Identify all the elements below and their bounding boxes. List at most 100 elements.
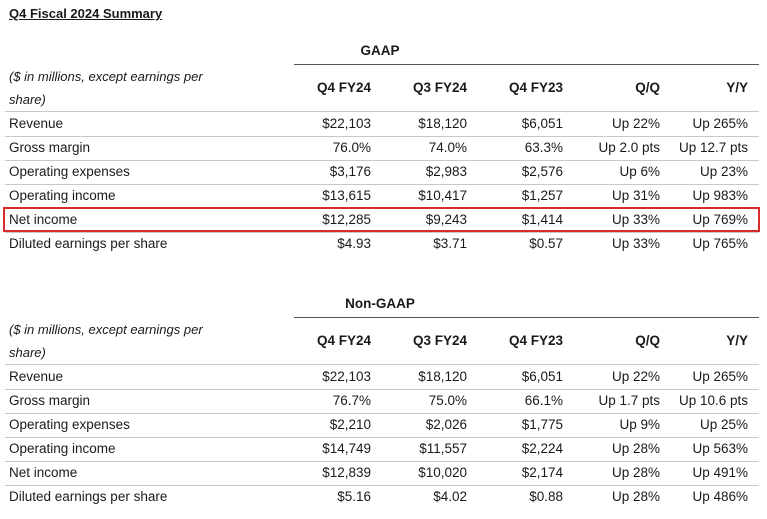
nongaap-row-cell: $1,775 bbox=[521, 417, 563, 432]
nongaap-row-divider bbox=[5, 461, 759, 462]
gaap-col-q3fy24: Q3 FY24 bbox=[412, 80, 467, 95]
nongaap-row-cell: Up 491% bbox=[692, 465, 748, 480]
gaap-row-cell: Up 6% bbox=[619, 164, 660, 179]
gaap-row-label: Net income bbox=[9, 212, 78, 227]
nongaap-row-label: Net income bbox=[9, 465, 78, 480]
gaap-row-cell: $10,417 bbox=[418, 188, 467, 203]
nongaap-col-qq: Q/Q bbox=[635, 333, 660, 348]
gaap-row-cell: Up 23% bbox=[699, 164, 748, 179]
nongaap-heading: Non-GAAP bbox=[345, 296, 415, 311]
gaap-row-divider bbox=[5, 184, 759, 185]
gaap-row-cell: Up 33% bbox=[611, 212, 660, 227]
nongaap-row-cell: $2,210 bbox=[329, 417, 371, 432]
gaap-row-label: Operating expenses bbox=[9, 164, 130, 179]
nongaap-row-label: Operating expenses bbox=[9, 417, 130, 432]
gaap-col-yy: Y/Y bbox=[726, 80, 748, 95]
nongaap-row-cell: Up 1.7 pts bbox=[598, 393, 660, 408]
gaap-units-note: ($ in millions, except earnings per shar… bbox=[9, 69, 203, 107]
gaap-heading-rule bbox=[294, 64, 759, 65]
nongaap-row-divider bbox=[5, 389, 759, 390]
nongaap-row-cell: 66.1% bbox=[524, 393, 563, 408]
gaap-row-cell: $1,414 bbox=[521, 212, 563, 227]
gaap-row-cell: $3.71 bbox=[433, 236, 467, 251]
nongaap-row-cell: Up 22% bbox=[611, 369, 660, 384]
nongaap-row-cell: Up 9% bbox=[619, 417, 660, 432]
gaap-row-cell: Up 765% bbox=[692, 236, 748, 251]
gaap-row-cell: $4.93 bbox=[337, 236, 371, 251]
gaap-row-cell: $2,576 bbox=[521, 164, 563, 179]
nongaap-row-cell: Up 25% bbox=[699, 417, 748, 432]
nongaap-row-cell: $12,839 bbox=[322, 465, 371, 480]
nongaap-row-cell: $22,103 bbox=[322, 369, 371, 384]
gaap-row-divider bbox=[5, 136, 759, 137]
gaap-row-cell: 76.0% bbox=[332, 140, 371, 155]
net-income-highlight bbox=[3, 207, 760, 232]
gaap-row-cell: $2,983 bbox=[425, 164, 467, 179]
nongaap-row-cell: Up 28% bbox=[611, 441, 660, 456]
gaap-row-cell: $0.57 bbox=[529, 236, 563, 251]
nongaap-row-cell: $11,557 bbox=[419, 441, 467, 456]
gaap-header-rule bbox=[5, 111, 759, 112]
nongaap-row-divider bbox=[5, 437, 759, 438]
gaap-row-divider bbox=[5, 160, 759, 161]
nongaap-row-label: Diluted earnings per share bbox=[9, 489, 168, 504]
nongaap-row-cell: Up 10.6 pts bbox=[678, 393, 748, 408]
nongaap-row-cell: $18,120 bbox=[418, 369, 467, 384]
gaap-row-cell: Up 769% bbox=[692, 212, 748, 227]
gaap-heading: GAAP bbox=[360, 43, 400, 58]
gaap-row-label: Diluted earnings per share bbox=[9, 236, 168, 251]
gaap-row-cell: $9,243 bbox=[425, 212, 467, 227]
nongaap-row-cell: $6,051 bbox=[521, 369, 563, 384]
gaap-row-cell: Up 983% bbox=[692, 188, 748, 203]
nongaap-units-note: ($ in millions, except earnings per shar… bbox=[9, 322, 203, 360]
nongaap-row-label: Operating income bbox=[9, 441, 116, 456]
nongaap-header-rule bbox=[5, 364, 759, 365]
gaap-col-q4fy23: Q4 FY23 bbox=[508, 80, 563, 95]
nongaap-row-cell: $4.02 bbox=[433, 489, 467, 504]
nongaap-row-label: Revenue bbox=[9, 369, 64, 384]
nongaap-row-cell: Up 28% bbox=[611, 489, 660, 504]
nongaap-row-cell: $5.16 bbox=[337, 489, 371, 504]
gaap-row-cell: 74.0% bbox=[428, 140, 467, 155]
nongaap-row-cell: $2,224 bbox=[521, 441, 563, 456]
nongaap-row-cell: 76.7% bbox=[332, 393, 371, 408]
nongaap-row-cell: Up 486% bbox=[692, 489, 748, 504]
nongaap-row-divider bbox=[5, 485, 759, 486]
gaap-row-cell: $12,285 bbox=[322, 212, 371, 227]
nongaap-row-cell: Up 563% bbox=[692, 441, 748, 456]
gaap-row-cell: $6,051 bbox=[521, 116, 563, 131]
gaap-row-cell: Up 22% bbox=[611, 116, 660, 131]
nongaap-col-yy: Y/Y bbox=[726, 333, 748, 348]
nongaap-col-q4fy23: Q4 FY23 bbox=[508, 333, 563, 348]
nongaap-row-label: Gross margin bbox=[9, 393, 91, 408]
gaap-row-cell: Up 12.7 pts bbox=[678, 140, 748, 155]
gaap-row-cell: Up 265% bbox=[692, 116, 748, 131]
gaap-row-label: Revenue bbox=[9, 116, 64, 131]
gaap-row-cell: $13,615 bbox=[322, 188, 371, 203]
nongaap-row-cell: Up 28% bbox=[611, 465, 660, 480]
gaap-row-divider bbox=[5, 232, 759, 233]
gaap-row-label: Operating income bbox=[9, 188, 116, 203]
nongaap-row-cell: Up 265% bbox=[692, 369, 748, 384]
gaap-row-cell: $18,120 bbox=[418, 116, 467, 131]
nongaap-heading-rule bbox=[294, 317, 759, 318]
gaap-row-cell: Up 33% bbox=[611, 236, 660, 251]
nongaap-row-cell: $2,026 bbox=[425, 417, 467, 432]
nongaap-col-q3fy24: Q3 FY24 bbox=[412, 333, 467, 348]
gaap-row-cell: $22,103 bbox=[322, 116, 371, 131]
nongaap-row-divider bbox=[5, 413, 759, 414]
nongaap-row-cell: $0.88 bbox=[529, 489, 563, 504]
nongaap-row-cell: $10,020 bbox=[418, 465, 467, 480]
gaap-row-cell: 63.3% bbox=[524, 140, 563, 155]
nongaap-row-cell: 75.0% bbox=[428, 393, 467, 408]
gaap-row-cell: $1,257 bbox=[521, 188, 563, 203]
nongaap-row-cell: $14,749 bbox=[322, 441, 371, 456]
nongaap-col-q4fy24: Q4 FY24 bbox=[316, 333, 371, 348]
gaap-row-cell: Up 31% bbox=[611, 188, 660, 203]
gaap-row-cell: Up 2.0 pts bbox=[598, 140, 660, 155]
gaap-col-q4fy24: Q4 FY24 bbox=[316, 80, 371, 95]
page-title: Q4 Fiscal 2024 Summary bbox=[9, 6, 163, 21]
gaap-col-qq: Q/Q bbox=[635, 80, 660, 95]
gaap-row-cell: $3,176 bbox=[329, 164, 371, 179]
